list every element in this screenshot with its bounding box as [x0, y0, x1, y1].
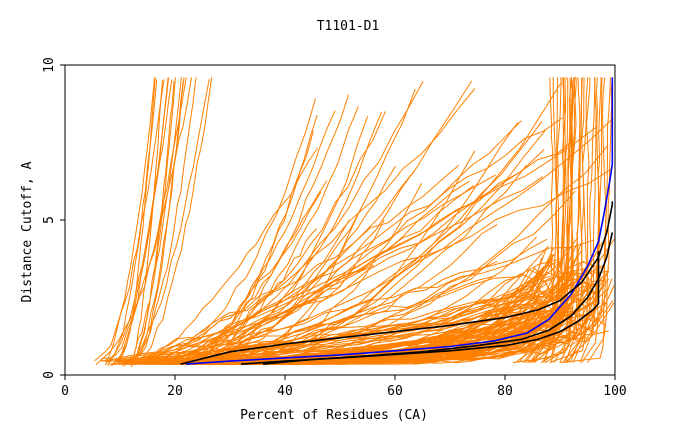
model-line [137, 174, 496, 365]
model-line [550, 77, 567, 363]
model-line [186, 115, 318, 365]
model-line [100, 77, 156, 360]
model-lines [94, 77, 616, 368]
model-line [562, 77, 611, 363]
model-line [572, 77, 602, 363]
model-line [183, 224, 498, 365]
x-tick-label: 80 [497, 384, 513, 399]
model-line [152, 81, 562, 365]
model-line [512, 77, 555, 364]
model-line [114, 125, 598, 361]
x-tick-label: 0 [61, 384, 69, 399]
model-line [527, 77, 573, 364]
model-line [102, 77, 187, 363]
y-tick-label: 0 [42, 371, 57, 379]
model-line [182, 236, 538, 365]
model-line [129, 81, 175, 359]
model-line [109, 277, 575, 365]
model-line [118, 258, 561, 363]
x-tick-label: 60 [387, 384, 403, 399]
model-line [105, 164, 460, 362]
y-axis-label: Distance Cutoff, A [20, 161, 35, 302]
model-line [166, 180, 328, 363]
model-line [127, 81, 424, 361]
model-line [188, 260, 498, 365]
model-line [134, 176, 544, 365]
model-line [174, 219, 350, 365]
model-line [545, 77, 573, 364]
series-line-3 [240, 251, 600, 365]
model-line [188, 271, 608, 365]
model-line [104, 79, 173, 366]
model-line [130, 77, 185, 368]
model-line [199, 238, 548, 362]
model-line [117, 77, 156, 360]
series-line-1 [180, 201, 614, 365]
y-tick-label: 5 [42, 216, 57, 224]
model-line [153, 116, 369, 365]
model-line [137, 265, 375, 365]
model-line [130, 77, 176, 365]
chart-title: T1101-D1 [317, 19, 380, 34]
model-line [524, 77, 562, 363]
model-line [158, 170, 415, 364]
x-tick-label: 100 [603, 384, 626, 399]
model-line [147, 239, 594, 362]
model-line [195, 120, 522, 363]
model-line [129, 77, 197, 360]
y-tick-label: 10 [42, 57, 57, 73]
model-line [132, 77, 213, 364]
axes: 0 20 40 60 80 100 0 5 10 [42, 57, 627, 399]
model-line [233, 285, 593, 365]
model-line [127, 79, 163, 364]
model-line [134, 111, 386, 365]
model-line [204, 228, 318, 363]
model-line [133, 81, 184, 359]
model-line [560, 77, 607, 364]
model-line [553, 77, 583, 363]
model-line [581, 77, 603, 363]
highlight-lines [180, 77, 614, 365]
model-line [518, 77, 569, 363]
x-tick-label: 40 [277, 384, 293, 399]
x-tick-label: 20 [167, 384, 183, 399]
model-line [522, 77, 567, 363]
x-axis-label: Percent of Residues (CA) [240, 408, 428, 423]
model-line [540, 77, 585, 364]
model-line [549, 77, 591, 364]
model-line [564, 77, 600, 363]
model-line [122, 79, 210, 367]
model-line [569, 77, 596, 363]
model-line [141, 147, 318, 364]
model-line [95, 77, 192, 366]
series-line-0 [185, 77, 614, 365]
model-line [116, 184, 475, 363]
model-line [124, 77, 182, 364]
model-line [529, 77, 571, 363]
model-line [542, 77, 575, 363]
model-line [107, 79, 158, 367]
